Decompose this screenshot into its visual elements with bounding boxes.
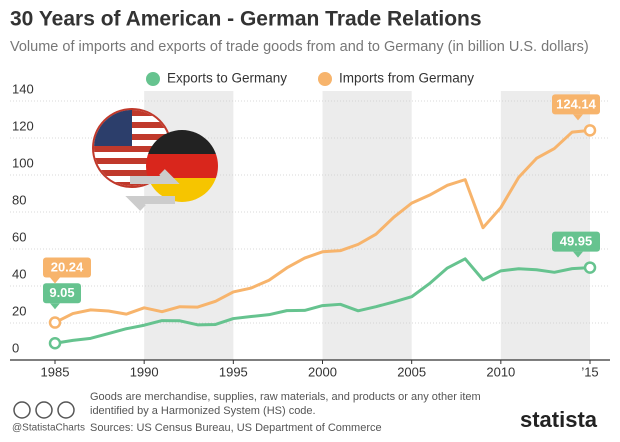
bands (144, 91, 590, 360)
value-label-pointer (50, 303, 60, 310)
source: Sources: US Census Bureau, US Department… (90, 422, 382, 434)
x-tick-label: 1990 (130, 364, 159, 379)
value-label-pointer (573, 114, 583, 121)
end-marker (48, 337, 62, 350)
y-tick-label: 140 (12, 81, 34, 96)
legend-label: Imports from Germany (339, 71, 474, 86)
value-label-pointer (50, 277, 60, 284)
y-tick-label: 100 (12, 155, 34, 170)
series-line (54, 128, 591, 324)
value-label-box (552, 94, 600, 115)
chart-subtitle: Volume of imports and exports of trade g… (10, 39, 589, 55)
end-marker (48, 316, 62, 329)
brand-logo: statista (520, 407, 598, 432)
x-tick-label: 2005 (397, 364, 426, 379)
x-tick-label: ’15 (581, 364, 598, 379)
x-tick-label: 1985 (41, 364, 70, 379)
value-label-box (43, 257, 91, 278)
y-tick-label: 60 (12, 229, 26, 244)
chart-title: 30 Years of American - German Trade Rela… (10, 8, 482, 31)
footnote-line: identified by a Harmonized System (HS) c… (90, 405, 316, 417)
value-label: 9.05 (49, 285, 74, 300)
license-icons (13, 401, 75, 419)
y-tick-label: 80 (12, 192, 26, 207)
x-tick-label: 1995 (219, 364, 248, 379)
end-marker (583, 261, 597, 274)
value-label-box (43, 283, 81, 304)
value-label-box (552, 231, 600, 252)
value-label: 20.24 (51, 259, 84, 274)
value-label: 49.95 (560, 234, 593, 249)
legend-swatch (318, 72, 332, 86)
x-tick-label: 2000 (308, 364, 337, 379)
band (500, 91, 590, 360)
y-tick-label: 120 (12, 118, 34, 133)
handle: @StatistaCharts (12, 423, 85, 434)
value-label-pointer (573, 251, 583, 258)
legend-swatch (146, 72, 160, 86)
end-marker (583, 124, 597, 137)
legend: Exports to Germany Imports from Germany (146, 71, 474, 86)
y-tick-label: 20 (12, 303, 26, 318)
series-line (54, 257, 591, 345)
legend-label: Exports to Germany (167, 71, 287, 86)
band (322, 91, 412, 360)
flags-icon (92, 108, 218, 211)
x-tick-label: 2010 (486, 364, 515, 379)
value-label: 124.14 (556, 96, 597, 111)
plot: 9.05 49.95 20.24 124.14 (43, 94, 600, 350)
footnote-line: Goods are merchandise, supplies, raw mat… (90, 391, 481, 403)
y-tick-label: 40 (12, 266, 26, 281)
y-tick-label: 0 (12, 340, 19, 355)
grid: 0 20 40 60 80 100 120 140 1985 1990 1995 2000 2005 20… (10, 81, 610, 379)
